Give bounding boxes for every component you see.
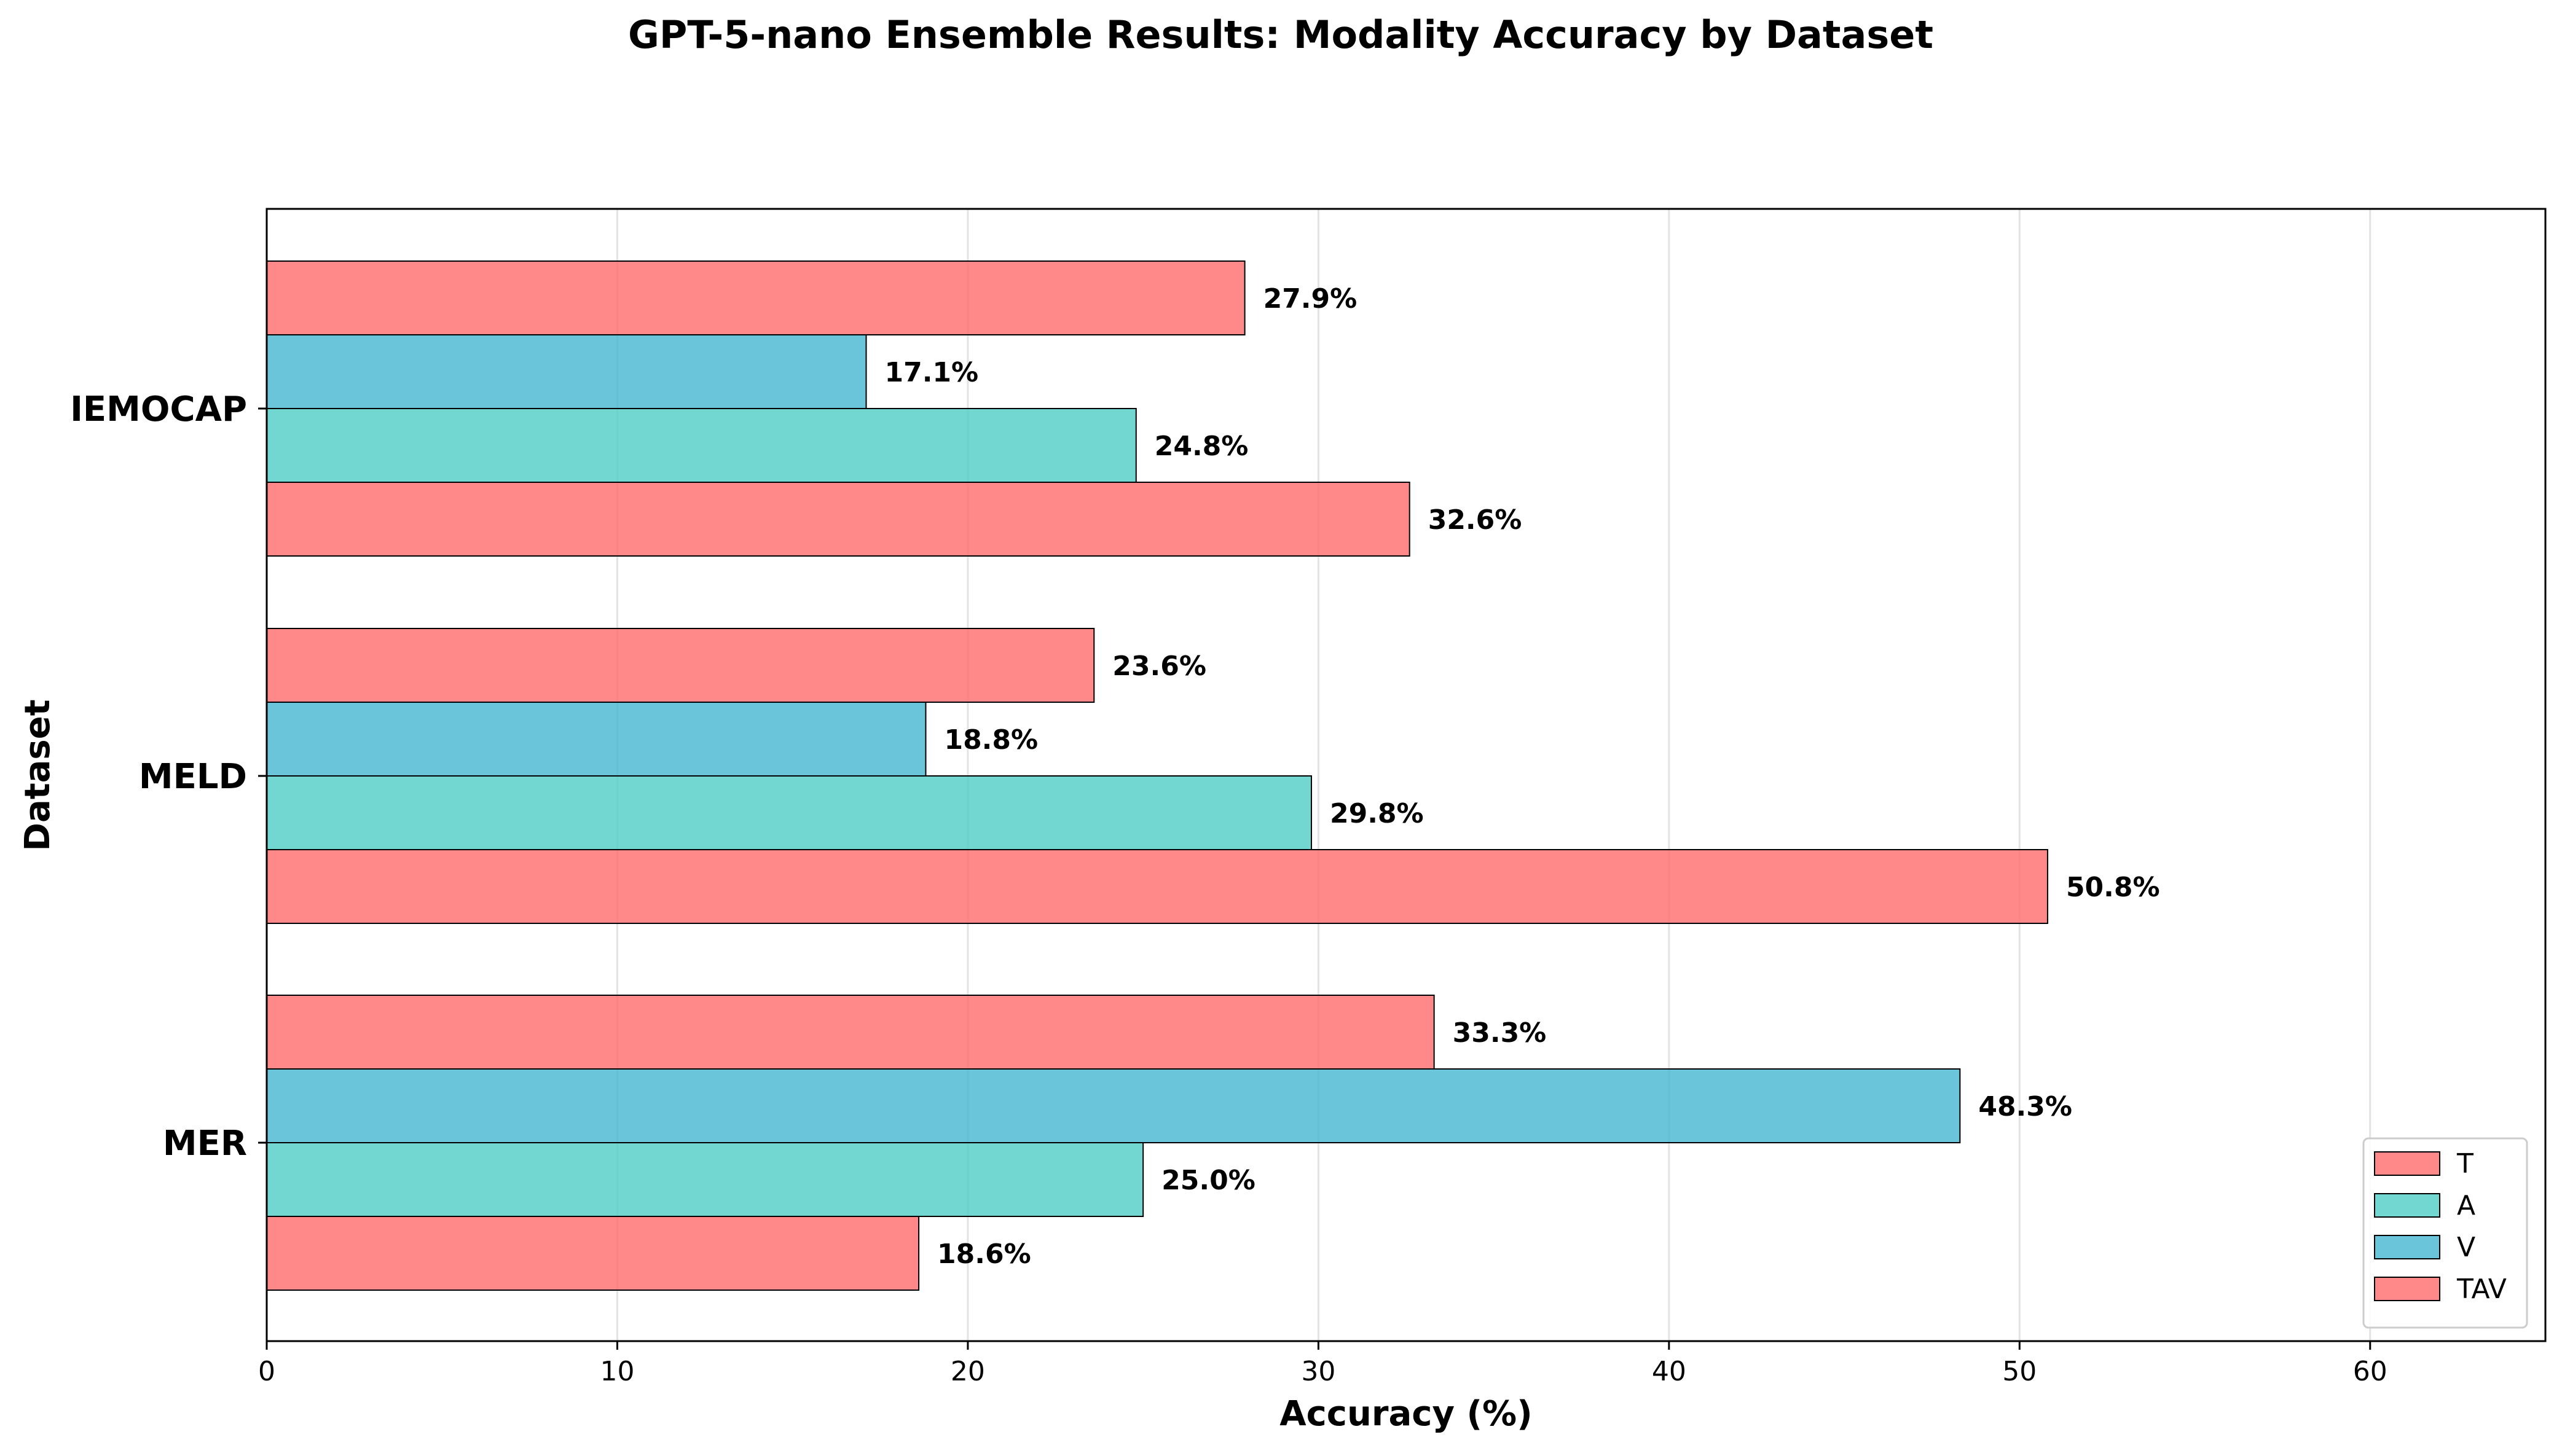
- legend: TAV TAV: [2362, 1137, 2528, 1329]
- bars-layer: 27.9% 17.1% 24.8% 32.6% 23.6% 18.8% 29.8% 50.8%…: [266, 260, 2160, 1291]
- x-tick-label: 20: [951, 1356, 985, 1387]
- bar-value-label: 29.8%: [1330, 798, 1424, 829]
- legend-label-t: T: [2456, 1148, 2474, 1180]
- bar-value-label: 18.8%: [944, 724, 1038, 756]
- bar-value-label: 25.0%: [1161, 1165, 1255, 1196]
- x-tick-label: 60: [2353, 1356, 2387, 1387]
- bar-iemocap-t: [266, 260, 1246, 335]
- y-axis: IEMOCAP MELD MER: [70, 389, 267, 1164]
- bar-meld-tav: [266, 849, 2048, 924]
- legend-swatch-tav: [2374, 1277, 2440, 1301]
- y-tick-label: MELD: [139, 757, 247, 797]
- bar-mer-t: [266, 995, 1435, 1070]
- bar-value-label: 32.6%: [1428, 504, 1522, 536]
- legend-swatch-a: [2374, 1193, 2440, 1218]
- bar-meld-t: [266, 628, 1095, 703]
- bar-value-label: 50.8%: [2066, 872, 2160, 903]
- bar-meld-a: [266, 775, 1312, 850]
- bar-mer-a: [266, 1142, 1144, 1217]
- bar-value-label: 33.3%: [1453, 1017, 1547, 1049]
- bar-value-label: 18.6%: [937, 1239, 1031, 1270]
- x-tick-label: 40: [1652, 1356, 1686, 1387]
- bar-value-label: 23.6%: [1112, 651, 1206, 682]
- bar-value-label: 24.8%: [1155, 431, 1249, 462]
- bar-value-label: 48.3%: [1978, 1091, 2072, 1122]
- bar-iemocap-tav: [266, 482, 1410, 557]
- y-tick-label: IEMOCAP: [70, 389, 247, 429]
- x-tick-label: 30: [1301, 1356, 1335, 1387]
- legend-swatch-t: [2374, 1151, 2440, 1176]
- x-tick-label: 10: [600, 1356, 634, 1387]
- legend-label-v: V: [2457, 1232, 2475, 1263]
- x-tick-label: 50: [2002, 1356, 2037, 1387]
- x-axis-label: Accuracy (%): [1279, 1394, 1533, 1434]
- y-axis-label: Dataset: [18, 700, 58, 851]
- legend-label-a: A: [2457, 1190, 2475, 1221]
- legend-label-tav: TAV: [2456, 1274, 2507, 1305]
- bar-meld-v: [266, 702, 927, 777]
- y-tick-label: MER: [163, 1124, 247, 1164]
- bar-mer-tav: [266, 1216, 920, 1291]
- bar-iemocap-a: [266, 408, 1137, 483]
- chart-title: GPT-5-nano Ensemble Results: Modality Ac…: [628, 12, 1933, 57]
- x-axis: 0 10 20 30 40 50 60: [258, 1341, 2387, 1387]
- bar-value-label: 27.9%: [1263, 283, 1358, 315]
- bar-mer-v: [266, 1068, 1961, 1143]
- x-tick-label: 0: [258, 1356, 275, 1387]
- bar-value-label: 17.1%: [884, 357, 978, 388]
- bar-iemocap-v: [266, 334, 867, 409]
- legend-swatch-v: [2374, 1235, 2440, 1259]
